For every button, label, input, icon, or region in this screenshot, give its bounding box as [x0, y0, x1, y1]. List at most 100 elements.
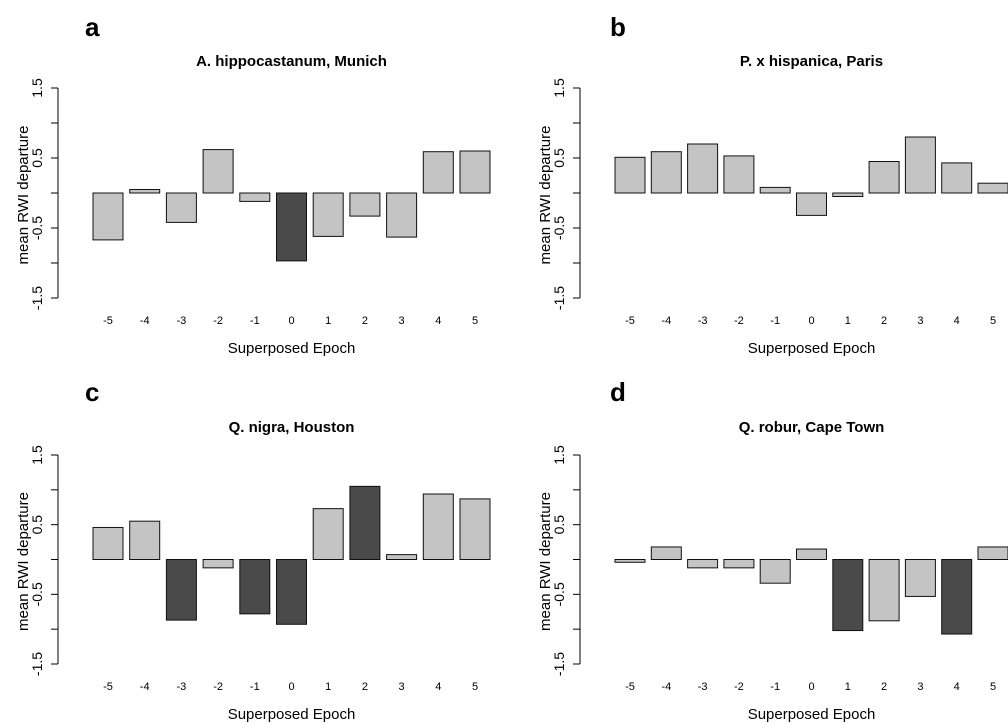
chart-title: P. x hispanica, Paris [740, 53, 883, 70]
bar--5 [92, 192, 124, 241]
chart-title: Q. nigra, Houston [229, 419, 355, 436]
x-tick-label: -2 [213, 681, 223, 693]
bar-4 [941, 559, 973, 635]
bar-3 [386, 554, 418, 561]
y-axis-label: mean RWI departure [537, 492, 554, 631]
y-tick-label: 1.5 [551, 78, 567, 98]
bar-5 [459, 498, 491, 560]
bar-1 [832, 559, 864, 632]
x-tick-label: -5 [103, 315, 113, 327]
bar--4 [650, 546, 682, 561]
bar--2 [202, 559, 234, 569]
bar--1 [239, 559, 271, 615]
y-tick-label: 1.5 [551, 445, 567, 465]
x-tick-label: 5 [990, 315, 996, 327]
x-tick-label: 5 [472, 315, 478, 327]
x-tick-label: -5 [103, 681, 113, 693]
bar-2 [349, 192, 381, 217]
bar--3 [165, 192, 197, 223]
bar--3 [687, 143, 719, 194]
bar-3 [904, 559, 936, 597]
chart-title: A. hippocastanum, Munich [196, 53, 387, 70]
bar-2 [349, 485, 381, 560]
y-tick-label: -1.5 [29, 286, 45, 310]
x-tick-label: -3 [177, 681, 187, 693]
x-tick-label: 4 [435, 315, 441, 327]
panel-letter: a [85, 12, 100, 42]
y-tick-label: -0.5 [551, 582, 567, 606]
x-tick-label: -2 [213, 315, 223, 327]
bar--3 [687, 559, 719, 569]
x-axis-label: Superposed Epoch [748, 340, 876, 357]
x-tick-label: -1 [250, 681, 260, 693]
x-tick-label: 3 [917, 315, 923, 327]
bar-5 [977, 182, 1008, 194]
y-axis-label: mean RWI departure [15, 126, 32, 265]
x-axis-label: Superposed Epoch [748, 706, 876, 723]
x-tick-label: -1 [770, 681, 780, 693]
y-tick-label: 0.5 [29, 515, 45, 535]
x-tick-label: 4 [954, 681, 960, 693]
chart-title: Q. robur, Cape Town [739, 419, 885, 436]
x-tick-label: 4 [954, 315, 960, 327]
y-tick-label: -1.5 [29, 652, 45, 676]
bar-1 [832, 192, 864, 197]
bar--2 [202, 149, 234, 194]
y-tick-label: -0.5 [551, 216, 567, 240]
bar--1 [759, 186, 791, 194]
bar-0 [796, 548, 827, 561]
bar-0 [276, 192, 307, 262]
x-axis-label: Superposed Epoch [228, 706, 356, 723]
bar--4 [129, 189, 161, 194]
y-tick-label: 0.5 [29, 148, 45, 168]
x-tick-label: -4 [140, 681, 150, 693]
bar-4 [422, 493, 454, 560]
y-tick-label: -0.5 [29, 582, 45, 606]
x-tick-label: -4 [661, 315, 671, 327]
x-tick-label: 1 [325, 681, 331, 693]
x-tick-label: 2 [881, 681, 887, 693]
bar-4 [422, 151, 454, 194]
chart-panel-a: a A. hippocastanum, Munich -1.5 -0.5 0.5 1.5 m… [15, 12, 491, 357]
bar-3 [386, 192, 418, 238]
bar-2 [868, 559, 900, 622]
bar-0 [796, 192, 827, 216]
x-tick-label: 2 [362, 315, 368, 327]
x-tick-label: -4 [661, 681, 671, 693]
x-tick-label: 3 [399, 681, 405, 693]
y-tick-label: -0.5 [29, 216, 45, 240]
bar--2 [723, 155, 755, 194]
bar--1 [239, 192, 271, 202]
x-tick-label: 0 [288, 681, 294, 693]
y-axis-label: mean RWI departure [537, 126, 554, 265]
x-tick-label: 1 [845, 681, 851, 693]
x-tick-label: 5 [990, 681, 996, 693]
panel-letter: c [85, 377, 99, 407]
bar-5 [977, 546, 1008, 561]
x-tick-label: 5 [472, 681, 478, 693]
bar--5 [614, 156, 646, 194]
y-tick-label: -1.5 [551, 286, 567, 310]
x-tick-label: -3 [177, 315, 187, 327]
x-tick-label: -3 [698, 681, 708, 693]
bar--5 [92, 526, 124, 561]
chart-panel-d: d Q. robur, Cape Town -1.5 -0.5 0.5 1.5 mean R… [537, 377, 1008, 723]
bar-1 [312, 508, 344, 560]
x-tick-label: -5 [625, 315, 635, 327]
x-tick-label: -2 [734, 315, 744, 327]
bar-3 [904, 136, 936, 194]
bar--3 [165, 559, 197, 621]
chart-panel-b: b P. x hispanica, Paris -1.5 -0.5 0.5 1.5 mean… [537, 12, 1008, 357]
y-tick-label: 0.5 [551, 148, 567, 168]
panel-letter: b [610, 12, 626, 42]
panel-letter: d [610, 377, 626, 407]
x-tick-label: -5 [625, 681, 635, 693]
bar-1 [312, 192, 344, 237]
x-tick-label: 2 [881, 315, 887, 327]
y-tick-label: 1.5 [29, 78, 45, 98]
x-tick-label: 0 [288, 315, 294, 327]
x-tick-label: 2 [362, 681, 368, 693]
x-tick-label: -2 [734, 681, 744, 693]
x-tick-label: -1 [770, 315, 780, 327]
